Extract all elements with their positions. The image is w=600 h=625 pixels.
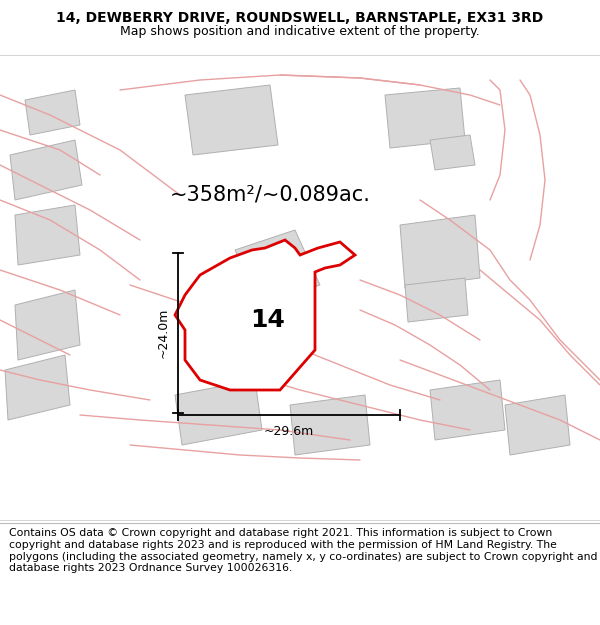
Polygon shape: [5, 355, 70, 420]
Polygon shape: [290, 395, 370, 455]
Text: ~358m²/~0.089ac.: ~358m²/~0.089ac.: [170, 185, 370, 205]
Polygon shape: [175, 380, 262, 445]
Polygon shape: [15, 205, 80, 265]
Polygon shape: [175, 240, 355, 390]
Polygon shape: [15, 290, 80, 360]
Text: ~24.0m: ~24.0m: [157, 308, 170, 358]
Text: 14: 14: [251, 308, 286, 332]
Polygon shape: [430, 380, 505, 440]
Polygon shape: [405, 278, 468, 322]
Text: 14, DEWBERRY DRIVE, ROUNDSWELL, BARNSTAPLE, EX31 3RD: 14, DEWBERRY DRIVE, ROUNDSWELL, BARNSTAP…: [56, 11, 544, 25]
Text: Contains OS data © Crown copyright and database right 2021. This information is : Contains OS data © Crown copyright and d…: [9, 528, 598, 573]
Polygon shape: [235, 230, 320, 305]
Polygon shape: [385, 88, 465, 148]
Text: ~29.6m: ~29.6m: [264, 425, 314, 438]
Polygon shape: [25, 90, 80, 135]
Polygon shape: [400, 215, 480, 288]
Text: Map shows position and indicative extent of the property.: Map shows position and indicative extent…: [120, 26, 480, 39]
Polygon shape: [505, 395, 570, 455]
Polygon shape: [185, 85, 278, 155]
Polygon shape: [10, 140, 82, 200]
Polygon shape: [430, 135, 475, 170]
